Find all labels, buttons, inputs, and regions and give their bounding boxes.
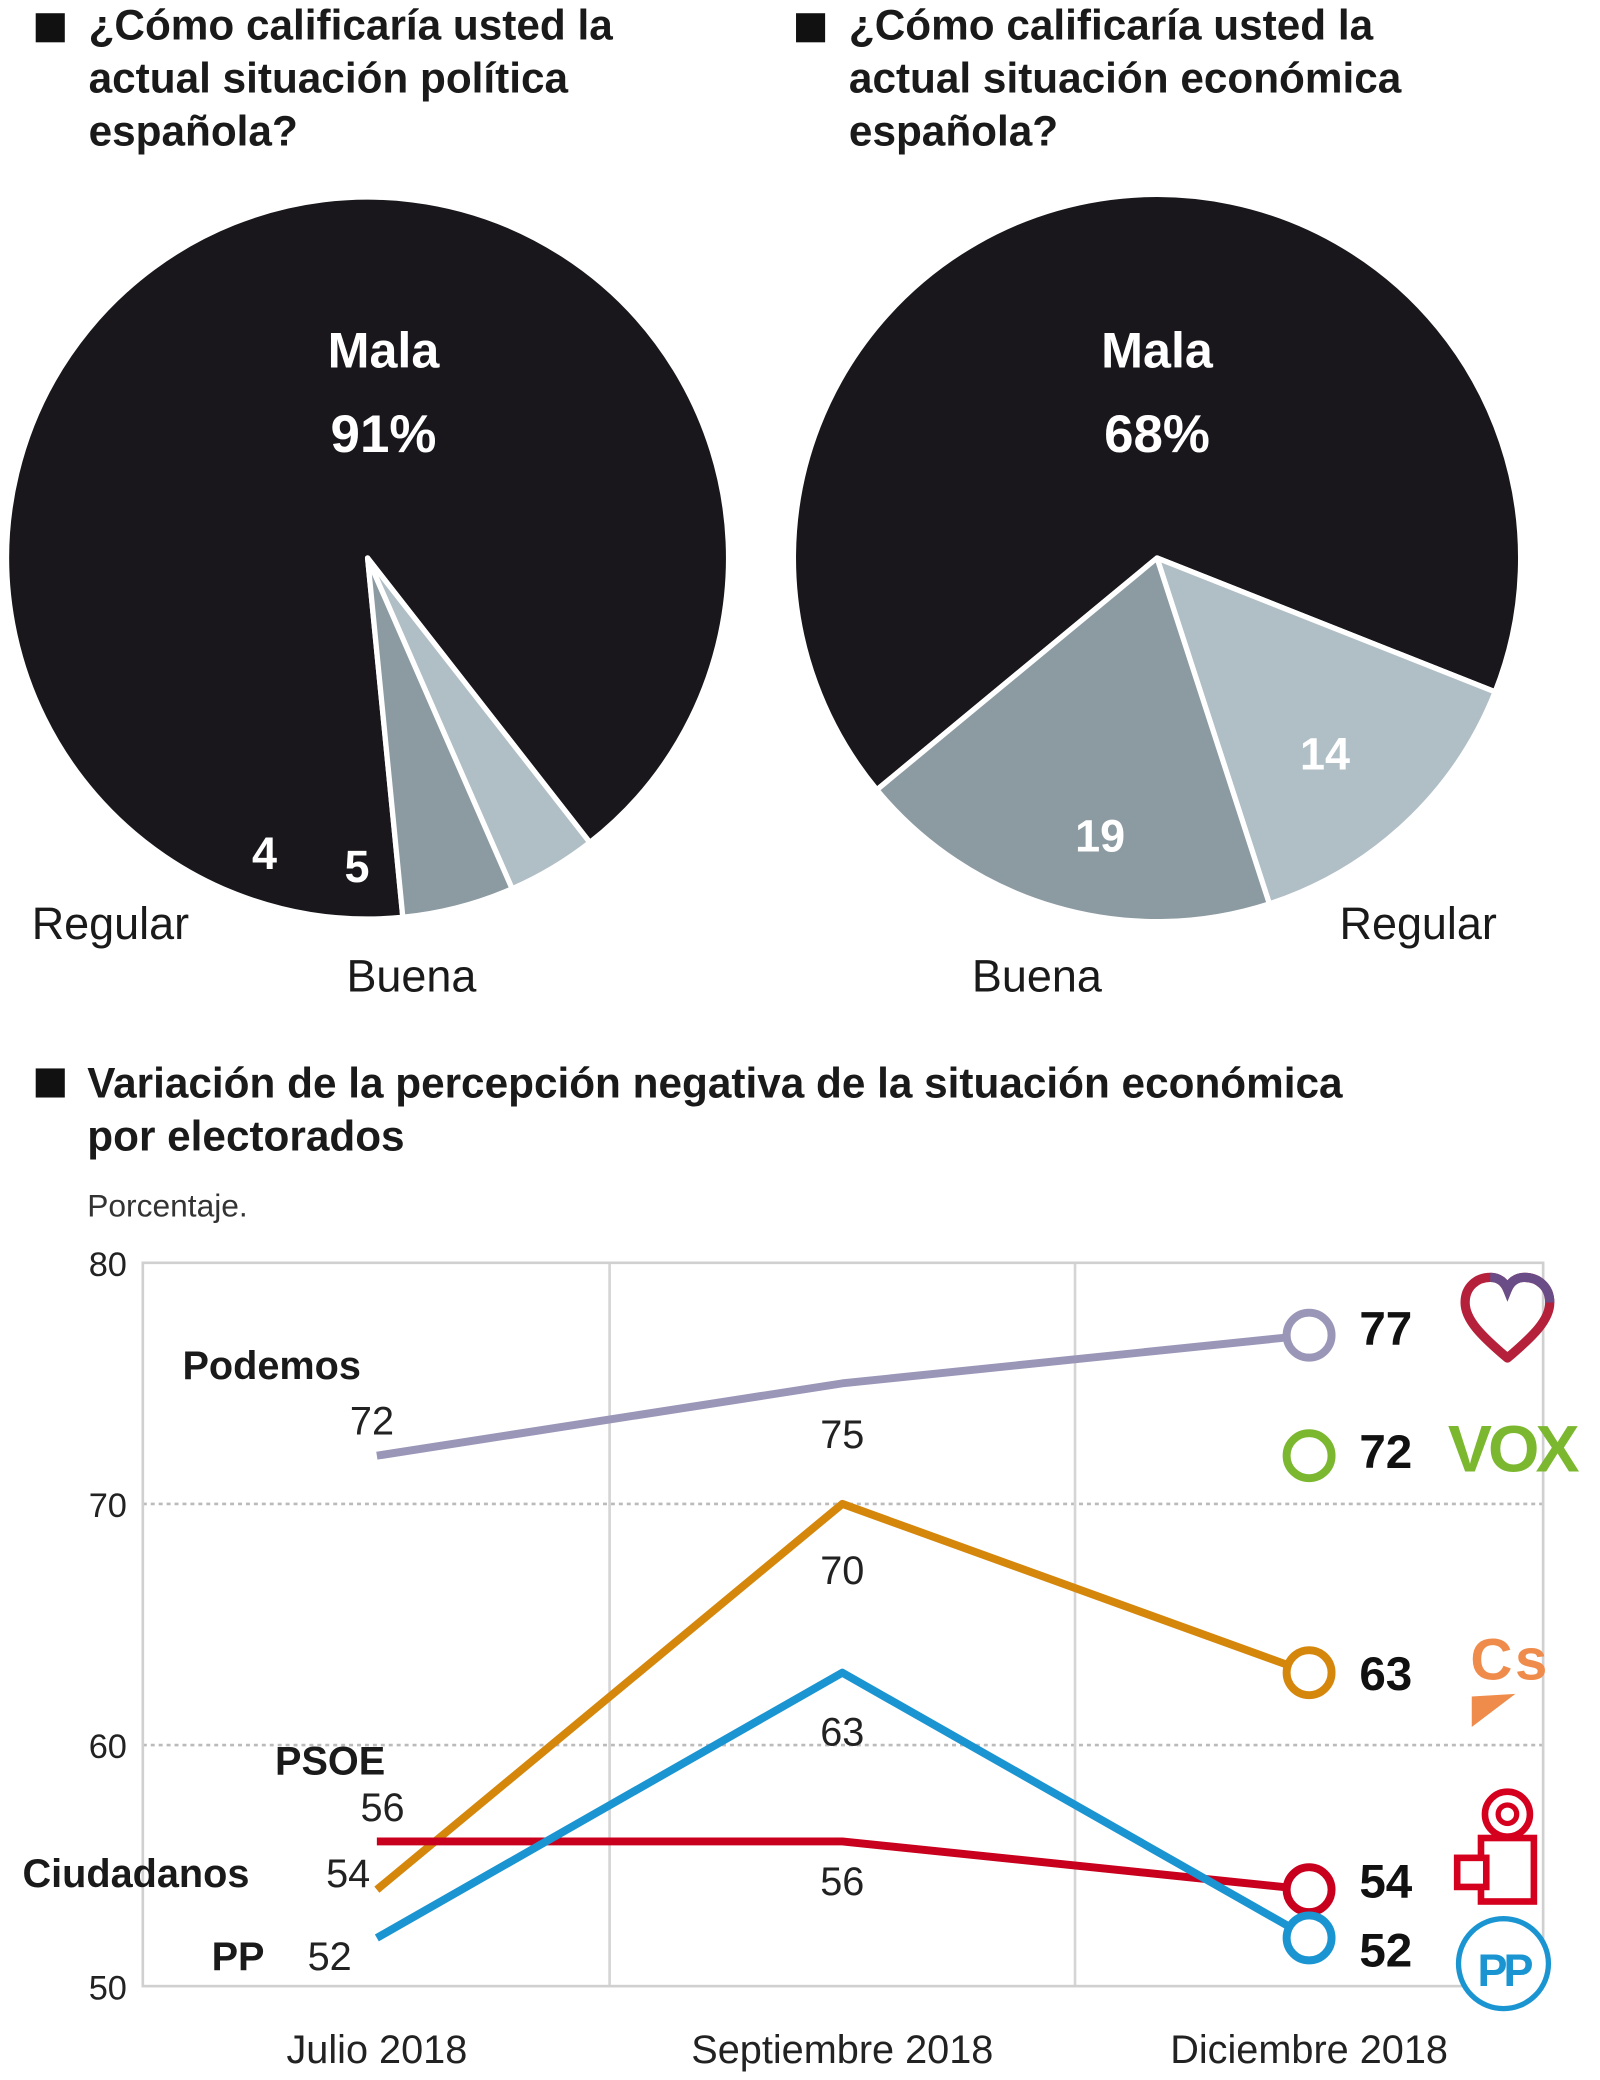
title-square-icon <box>796 13 826 43</box>
chart-title-line: española? <box>849 107 1058 154</box>
pie-label-mala: Mala <box>1101 323 1214 379</box>
value-label: 70 <box>820 1549 864 1593</box>
end-value-label: 77 <box>1359 1303 1412 1356</box>
y-tick-label: 70 <box>89 1487 127 1525</box>
title-square-icon <box>35 13 65 43</box>
plot-frame <box>141 1261 1545 1988</box>
chart-subtitle: Porcentaje. <box>87 1188 247 1224</box>
pie-value-regular: 4 <box>252 828 277 879</box>
series-line-pp <box>374 1668 1312 1942</box>
vox-logo: VOX <box>1448 1413 1580 1487</box>
x-tick-label: Septiembre 2018 <box>691 2028 993 2072</box>
ciudadanos-logo-triangle-icon <box>1471 1693 1516 1727</box>
end-marker-podemos <box>1282 1308 1336 1362</box>
y-tick-label: 60 <box>89 1728 127 1766</box>
series-label-psoe: PSOE <box>275 1740 385 1784</box>
value-label: 56 <box>820 1860 864 1904</box>
end-value-label: 54 <box>1359 1856 1412 1909</box>
series-label-ciudadanos: Ciudadanos <box>22 1852 249 1896</box>
end-value-label: 52 <box>1359 1924 1412 1977</box>
end-marker-pp <box>1282 1911 1336 1965</box>
chart-title-line: española? <box>89 107 298 154</box>
podemos-heart-icon <box>1489 1272 1555 1303</box>
pie-category-buena: Buena <box>346 951 476 1002</box>
pie-slice-buena <box>364 555 515 920</box>
chart-title-line: Variación de la percepción negativa de l… <box>87 1060 1343 1107</box>
pie-category-regular: Regular <box>1340 898 1497 949</box>
pie-chart-economica: ¿Cómo calificaría usted la actual situaci… <box>790 2 1524 1002</box>
pie-value-mala: 91% <box>331 405 437 464</box>
pie-category-regular: Regular <box>32 898 189 949</box>
pie-label-mala: Mala <box>328 323 441 379</box>
series-line-ciudadanos <box>374 1499 1311 1893</box>
pie-chart-politica: ¿Cómo calificaría usted la actual situaci… <box>3 2 732 1002</box>
chart-title-line: ¿Cómo calificaría usted la <box>89 2 614 49</box>
series-label-pp: PP <box>212 1935 265 1979</box>
pie-value-regular: 14 <box>1300 729 1350 780</box>
value-label: 75 <box>820 1413 864 1457</box>
pp-logo: PP <box>1477 1945 1532 1996</box>
title-square-icon <box>35 1068 65 1098</box>
ciudadanos-logo: Cs <box>1470 1627 1550 1692</box>
chart-title-line: actual situación política <box>89 55 569 102</box>
end-value-label: 63 <box>1359 1648 1412 1701</box>
series-label-podemos: Podemos <box>182 1344 361 1388</box>
chart-title-line: ¿Cómo calificaría usted la <box>849 2 1374 49</box>
value-label: 72 <box>350 1400 394 1444</box>
pie-slice-buena <box>874 555 1273 925</box>
pie-slice-mala <box>790 191 1524 793</box>
psoe-rose-fist-icon <box>1453 1788 1538 1905</box>
pie-value-buena: 5 <box>345 841 370 892</box>
end-marker-ciudadanos <box>1282 1646 1336 1700</box>
psoe-rose-icon <box>1495 1802 1520 1827</box>
y-tick-label: 80 <box>89 1246 127 1284</box>
series-line-podemos <box>376 1331 1310 1460</box>
y-tick-label: 50 <box>89 1969 127 2007</box>
value-label: 56 <box>361 1786 405 1830</box>
pp-logo-circle-icon <box>1455 1916 1552 2012</box>
chart-title-line: actual situación económica <box>849 55 1402 102</box>
pie-value-mala: 68% <box>1104 405 1210 464</box>
line-chart-electorados: Variación de la percepción negativa de l… <box>22 1060 1583 2072</box>
pie-category-buena: Buena <box>972 951 1102 1002</box>
x-tick-label: Diciembre 2018 <box>1170 2028 1448 2072</box>
value-label: 54 <box>326 1852 370 1896</box>
series-line-psoe <box>376 1837 1310 1894</box>
value-label: 52 <box>308 1935 352 1979</box>
end-marker-psoe <box>1282 1863 1336 1917</box>
end-value-label: 72 <box>1359 1426 1412 1479</box>
x-tick-label: Julio 2018 <box>286 2028 467 2072</box>
psoe-fist-icon <box>1453 1854 1490 1891</box>
psoe-rose-icon <box>1481 1788 1534 1840</box>
chart-title-line: por electorados <box>87 1112 404 1159</box>
value-label: 63 <box>820 1710 864 1754</box>
end-marker-vox <box>1282 1429 1336 1483</box>
pie-value-buena: 19 <box>1075 811 1125 862</box>
